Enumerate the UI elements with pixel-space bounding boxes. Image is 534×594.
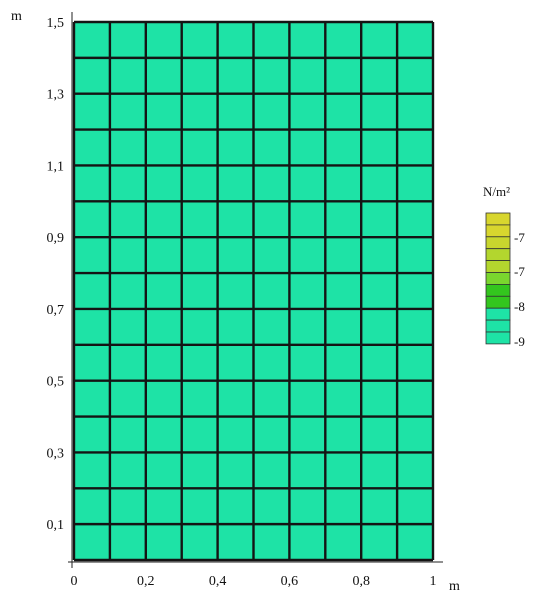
y-tick-label: 0,5 (47, 375, 65, 390)
x-tick-label: 1 (430, 574, 437, 589)
legend-swatch (485, 224, 511, 238)
legend-swatch (485, 307, 511, 321)
legend-swatch (485, 248, 511, 261)
axes (68, 12, 443, 568)
legend-label: -7 (514, 230, 525, 245)
y-tick-label: 0,7 (47, 303, 65, 318)
y-tick-label: 0,3 (47, 446, 65, 461)
legend-swatch (485, 331, 511, 345)
legend-swatches (485, 212, 511, 345)
legend-label: -9 (514, 334, 525, 349)
legend-swatch (485, 212, 511, 226)
y-tick-label: 1,1 (47, 159, 65, 174)
y-tick-label: 1,3 (47, 88, 65, 103)
legend-swatch (485, 272, 511, 285)
y-tick-labels: 0,1 0,3 0,5 0,7 0,9 1,1 1,3 1,5 (47, 16, 65, 533)
legend: N/m² -7 -7 -8 -9 (483, 184, 525, 349)
x-tick-labels: 0 0,2 0,4 0,6 0,8 1 (71, 574, 437, 589)
y-tick-label: 0,1 (47, 518, 65, 533)
y-tick-label: 1,5 (47, 16, 65, 31)
legend-unit: N/m² (483, 184, 510, 199)
y-axis-label: m (11, 9, 22, 24)
legend-label: -7 (514, 264, 525, 279)
legend-label: -8 (514, 299, 525, 314)
x-tick-label: 0,4 (209, 574, 227, 589)
legend-swatch (485, 295, 511, 309)
x-tick-label: 0,2 (137, 574, 155, 589)
x-tick-label: 0,8 (352, 574, 370, 589)
legend-swatch (485, 236, 511, 250)
x-tick-label: 0,6 (281, 574, 299, 589)
legend-swatch (485, 260, 511, 273)
x-tick-label: 0 (71, 574, 78, 589)
mesh-grid (72, 20, 435, 562)
y-tick-label: 0,9 (47, 231, 65, 246)
legend-labels: -7 -7 -8 -9 (514, 230, 525, 349)
legend-swatch (485, 319, 511, 333)
x-axis-label: m (449, 579, 460, 594)
legend-swatch (485, 283, 511, 297)
